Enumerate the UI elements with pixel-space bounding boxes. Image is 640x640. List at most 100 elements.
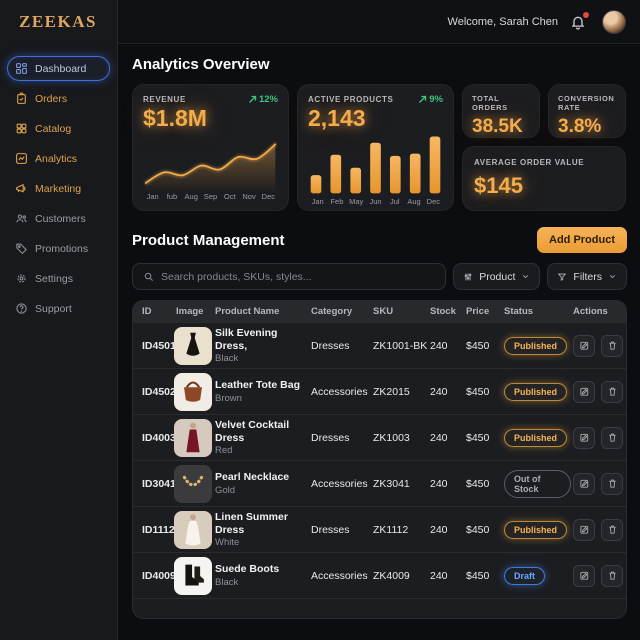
- cell-stock: 240: [430, 523, 448, 536]
- question-circle-icon: [16, 303, 27, 314]
- table-row: ID4009 Suede Boots Black Accessories ZK40…: [133, 552, 626, 598]
- delete-button[interactable]: [601, 426, 623, 449]
- edit-button[interactable]: [573, 334, 595, 357]
- sidebar-item-orders[interactable]: Orders: [7, 86, 110, 111]
- filters-dropdown-label: Filters: [573, 270, 602, 283]
- cell-stock: 240: [430, 431, 448, 444]
- revenue-value: $1.8M: [143, 105, 207, 131]
- total-orders-card: TOTAL ORDERS 38.5K: [462, 84, 540, 138]
- product-thumbnail-black-dress: [174, 326, 212, 365]
- delete-button[interactable]: [601, 334, 623, 357]
- megaphone-icon: [16, 183, 26, 193]
- edit-pencil-icon: [579, 387, 588, 396]
- cell-category: Dresses: [311, 431, 350, 444]
- conversion-rate-label: CONVERSION RATE: [558, 94, 615, 112]
- cell-variant: White: [215, 537, 240, 549]
- sidebar-item-support[interactable]: Support: [7, 296, 110, 321]
- cell-product-name: Silk Evening Dress,: [215, 326, 278, 352]
- cell-id: ID4009: [142, 569, 176, 582]
- notification-bell-button[interactable]: [570, 11, 590, 32]
- cell-product-name: Velvet Cocktail Dress: [215, 418, 290, 444]
- cell-sku: ZK3041: [373, 477, 410, 490]
- axis-label: May: [349, 196, 364, 206]
- axis-label: Oct: [223, 192, 236, 201]
- cell-stock: 240: [430, 385, 448, 398]
- sidebar-item-settings[interactable]: Settings: [7, 266, 110, 291]
- cell-category: Accessories: [311, 569, 368, 582]
- trash-icon: [608, 387, 616, 396]
- edit-button[interactable]: [573, 472, 595, 495]
- cell-stock: 240: [430, 339, 448, 352]
- cell-variant: Black: [215, 576, 239, 588]
- avg-order-value-card: AVERAGE ORDER VALUE $145: [462, 146, 626, 211]
- cell-sku: ZK4009: [373, 569, 410, 582]
- cell-price: $450: [466, 523, 490, 536]
- sidebar-item-label: Dashboard: [35, 62, 87, 75]
- delete-button[interactable]: [601, 564, 623, 587]
- edit-pencil-icon: [579, 479, 588, 488]
- status-badge: Published: [504, 520, 568, 539]
- col-actions: Actions: [573, 306, 608, 317]
- products-table: ID Image Product Name Category SKU Stock…: [132, 300, 627, 619]
- edit-button[interactable]: [573, 426, 595, 449]
- revenue-label: REVENUE: [143, 95, 186, 104]
- trash-icon: [608, 525, 616, 534]
- table-row: ID1112 Linen Summer Dress White Dresses Z…: [133, 506, 626, 552]
- table-row: ID4501 Silk Evening Dress, Black Dresses …: [133, 322, 626, 368]
- search-input[interactable]: [161, 270, 436, 283]
- conversion-rate-card: CONVERSION RATE 3.8%: [548, 84, 626, 138]
- table-header-row: ID Image Product Name Category SKU Stock…: [133, 301, 626, 322]
- main-content: Analytics Overview REVENUE 12% $1.8M: [118, 44, 640, 640]
- cell-sku: ZK1112: [373, 523, 409, 536]
- line-chart-icon: [16, 153, 27, 164]
- edit-button[interactable]: [573, 518, 595, 541]
- sidebar-item-catalog[interactable]: Catalog: [7, 116, 110, 141]
- funnel-icon: [558, 273, 567, 281]
- axis-label: fub: [166, 192, 178, 201]
- brand-logo: ZEEKAS: [19, 12, 97, 31]
- delete-button[interactable]: [601, 518, 623, 541]
- sidebar-item-label: Marketing: [35, 182, 82, 195]
- axis-label: Dec: [261, 192, 275, 201]
- revenue-delta: 12%: [248, 94, 278, 105]
- sidebar-item-promotions[interactable]: Promotions: [7, 236, 110, 261]
- notification-dot: [583, 11, 589, 18]
- chevron-down-icon: [609, 275, 616, 279]
- cell-stock: 240: [430, 477, 448, 490]
- filters-dropdown[interactable]: Filters: [547, 263, 627, 290]
- sidebar-item-dashboard[interactable]: Dashboard: [7, 56, 110, 81]
- cell-id: ID4003: [142, 431, 176, 444]
- axis-label: Jan: [311, 196, 324, 206]
- axis-label: Sep: [203, 192, 218, 201]
- axis-label: Nov: [242, 192, 256, 201]
- delete-button[interactable]: [601, 380, 623, 403]
- sidebar: ZEEKAS Dashboard Orders Catalog Analytic…: [0, 0, 118, 640]
- status-badge: Published: [504, 336, 568, 355]
- revenue-x-axis: Jan fub Aug Sep Oct Nov Dec: [143, 192, 278, 203]
- add-product-button[interactable]: Add Product: [537, 227, 627, 253]
- sidebar-item-customers[interactable]: Customers: [7, 206, 110, 231]
- cell-product-name: Leather Tote Bag: [215, 379, 300, 392]
- product-dropdown[interactable]: Product: [453, 263, 541, 290]
- revenue-card: REVENUE 12% $1.8M Jan fub Aug Sep Oct Nov Dec: [132, 84, 289, 211]
- trend-up-icon: [419, 95, 427, 103]
- sidebar-item-label: Analytics: [35, 152, 78, 165]
- user-avatar[interactable]: [602, 9, 626, 34]
- cell-stock: 240: [430, 569, 448, 582]
- axis-label: Aug: [407, 196, 421, 206]
- analytics-overview-title: Analytics Overview: [132, 56, 270, 73]
- delete-button[interactable]: [601, 472, 623, 495]
- gear-icon: [17, 274, 26, 283]
- edit-pencil-icon: [579, 571, 588, 580]
- edit-button[interactable]: [573, 380, 595, 403]
- sidebar-item-analytics[interactable]: Analytics: [7, 146, 110, 171]
- revenue-line-chart: [143, 133, 278, 191]
- cell-category: Dresses: [311, 339, 350, 352]
- total-orders-label: TOTAL ORDERS: [472, 94, 508, 112]
- edit-button[interactable]: [573, 564, 595, 587]
- trend-up-icon: [249, 95, 257, 103]
- sidebar-item-marketing[interactable]: Marketing: [7, 176, 110, 201]
- cell-product-name: Linen Summer Dress: [215, 510, 288, 536]
- avg-order-value-label: AVERAGE ORDER VALUE: [474, 158, 585, 167]
- cell-sku: ZK1003: [373, 431, 410, 444]
